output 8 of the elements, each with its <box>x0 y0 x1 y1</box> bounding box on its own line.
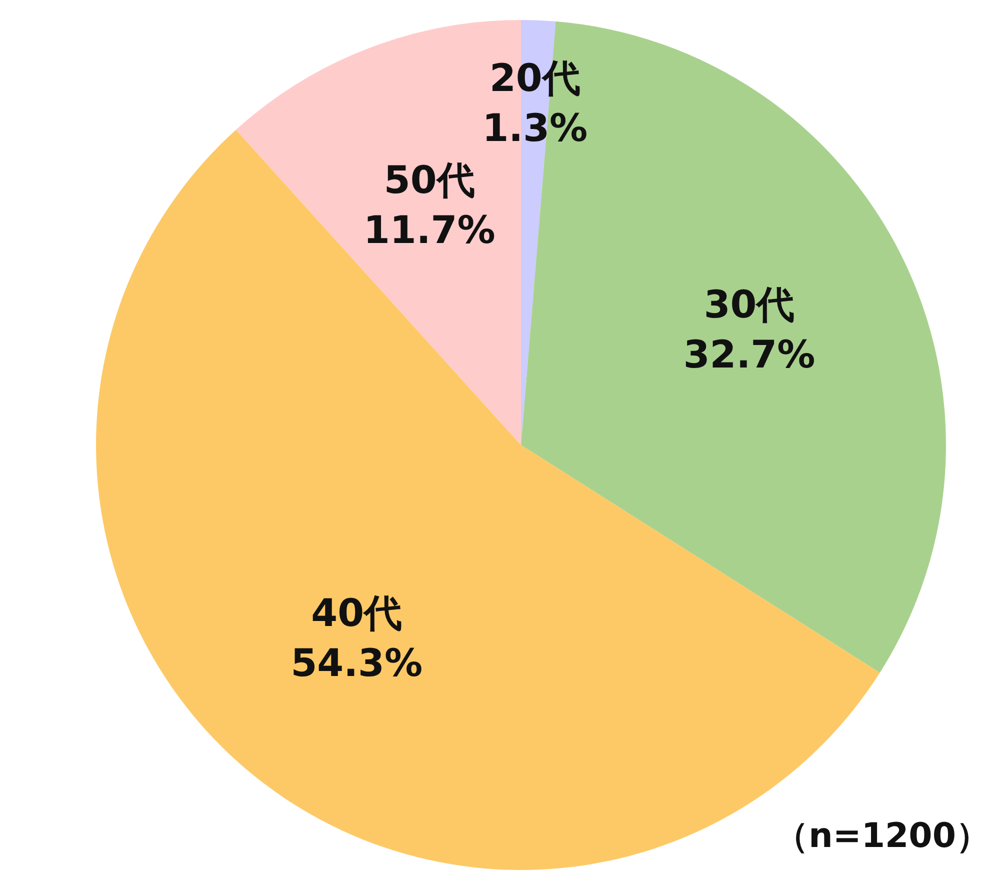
slice-label: 50代 <box>384 158 475 202</box>
data-label: 1.3% <box>482 106 588 150</box>
data-label: 54.3% <box>290 640 423 685</box>
slice-label: 40代 <box>311 590 402 635</box>
slice-label: 30代 <box>704 282 795 326</box>
data-label: 11.7% <box>363 208 496 252</box>
data-label: 32.7% <box>683 332 816 376</box>
text: （n=1200） <box>774 816 990 856</box>
